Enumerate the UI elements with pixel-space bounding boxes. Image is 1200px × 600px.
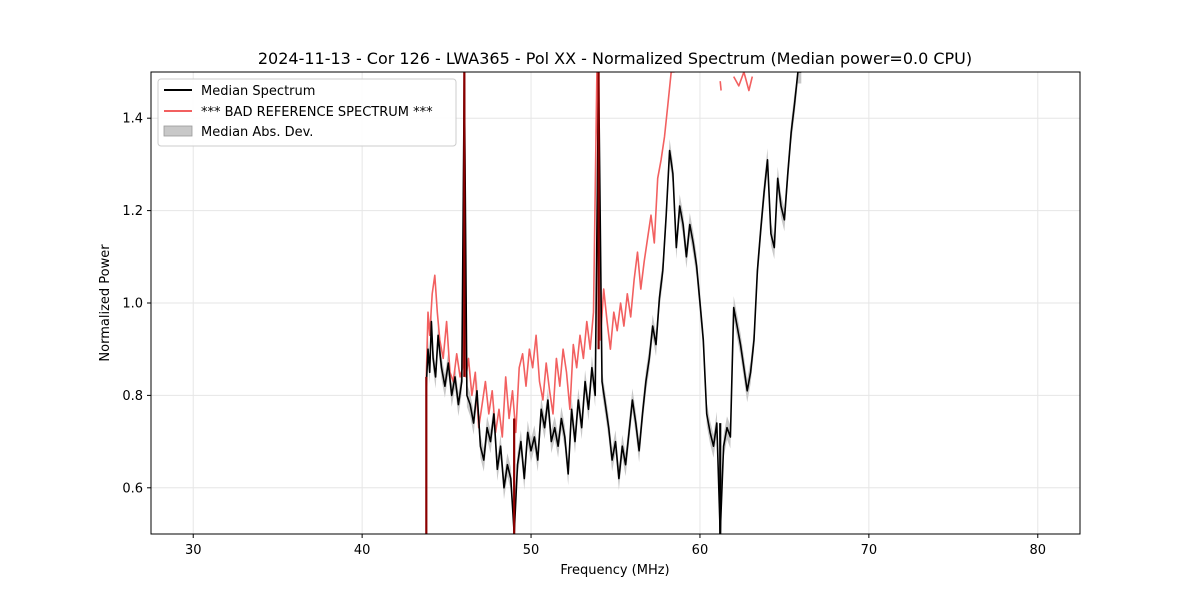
legend-swatch-mad xyxy=(163,125,193,137)
y-tick-label: 0.8 xyxy=(122,389,143,404)
median-spectrum-line xyxy=(425,72,802,534)
x-tick-label: 50 xyxy=(523,543,540,558)
legend-box xyxy=(157,78,457,147)
y-tick-label: 1.2 xyxy=(122,204,143,219)
x-tick-label: 70 xyxy=(861,543,878,558)
y-tick-label: 0.6 xyxy=(122,481,143,496)
axis-ticks: 30 40 50 60 70 80 0.6 0.8 1.0 1.2 1.4 xyxy=(122,112,1046,558)
x-axis-label: Frequency (MHz) xyxy=(560,563,669,578)
legend-label-mad: Median Abs. Dev. xyxy=(201,125,313,140)
grid xyxy=(151,72,1080,534)
bad-reference-fragment xyxy=(719,81,722,91)
legend-label-bad-reference: *** BAD REFERENCE SPECTRUM *** xyxy=(201,105,433,120)
y-axis-label: Normalized Power xyxy=(98,244,113,362)
x-tick-label: 80 xyxy=(1029,543,1046,558)
chart-title: 2024-11-13 - Cor 126 - LWA365 - Pol XX -… xyxy=(258,49,972,68)
y-tick-label: 1.4 xyxy=(122,112,143,127)
x-tick-label: 30 xyxy=(185,543,202,558)
x-tick-label: 60 xyxy=(692,543,709,558)
legend-label-median: Median Spectrum xyxy=(201,84,315,99)
x-tick-label: 40 xyxy=(354,543,371,558)
series-lines xyxy=(425,72,802,534)
legend: Median Spectrum *** BAD REFERENCE SPECTR… xyxy=(157,78,457,147)
bad-reference-fragment xyxy=(732,72,754,92)
y-tick-label: 1.0 xyxy=(122,297,143,312)
